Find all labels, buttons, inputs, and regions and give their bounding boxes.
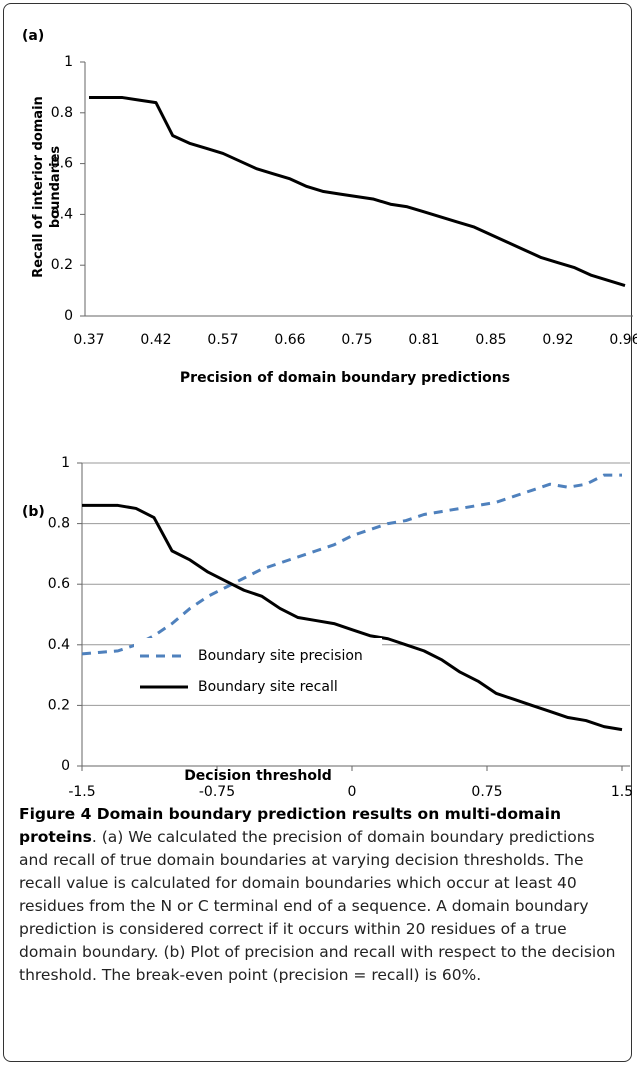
frame (3, 3, 632, 1062)
series-line (82, 503, 623, 732)
y-tick-label: 0 (61, 758, 70, 774)
charts: (a)00.20.40.60.810.37 0.42 0.57 0.66 0.75 0.8… (22, 28, 637, 800)
y-tick-label: 1 (61, 455, 70, 471)
legend-label: Boundary site precision (198, 648, 363, 664)
x-tick-label: 0.92 (542, 332, 573, 348)
x-tick-label: 0 (348, 784, 357, 800)
x-tick-label: 0.42 (140, 332, 171, 348)
series-line (89, 96, 626, 287)
y-tick-label: 0.4 (51, 206, 73, 222)
y-tick-label: 1 (64, 54, 73, 70)
x-tick-label: 0.57 (207, 332, 238, 348)
x-tick-label: 1.5 (611, 784, 633, 800)
x-tick-label: 0.96 (609, 332, 637, 348)
legend-box (134, 638, 382, 704)
y-tick-label: 0 (64, 308, 73, 324)
caption-text: . (a) We calculated the precision of dom… (19, 828, 616, 984)
x-tick-label: 0.66 (274, 332, 305, 348)
y-tick-label: 0.8 (51, 105, 73, 121)
y-tick-label: 0.8 (48, 516, 70, 532)
x-axis-title: Precision of domain boundary predictions (180, 370, 510, 386)
caption-title: Figure 4 Domain boundary prediction resu… (19, 805, 561, 846)
x-tick-label: 0.81 (408, 332, 439, 348)
x-tick-label: 0.75 (471, 784, 502, 800)
y-tick-label: 0.2 (51, 257, 73, 273)
y-tick-label: 0.6 (51, 156, 73, 172)
y-tick-label: 0.6 (48, 576, 70, 592)
y-axis-title: Recall of interior domain boundaries (31, 96, 63, 278)
panel-label: (a) (22, 28, 44, 44)
x-tick-label: -0.75 (199, 784, 235, 800)
y-tick-label: 0.2 (48, 697, 70, 713)
panel-label: (b) (22, 504, 45, 520)
x-tick-label: 0.75 (341, 332, 372, 348)
x-tick-label: 0.85 (475, 332, 506, 348)
series-line (81, 473, 622, 656)
x-tick-label: -1.5 (68, 784, 95, 800)
caption: Figure 4 Domain boundary prediction resu… (19, 803, 621, 987)
x-axis-title: Decision threshold (184, 768, 332, 784)
legend-label: Boundary site recall (198, 679, 338, 695)
y-tick-label: 0.4 (48, 637, 70, 653)
x-tick-label: 0.37 (73, 332, 104, 348)
